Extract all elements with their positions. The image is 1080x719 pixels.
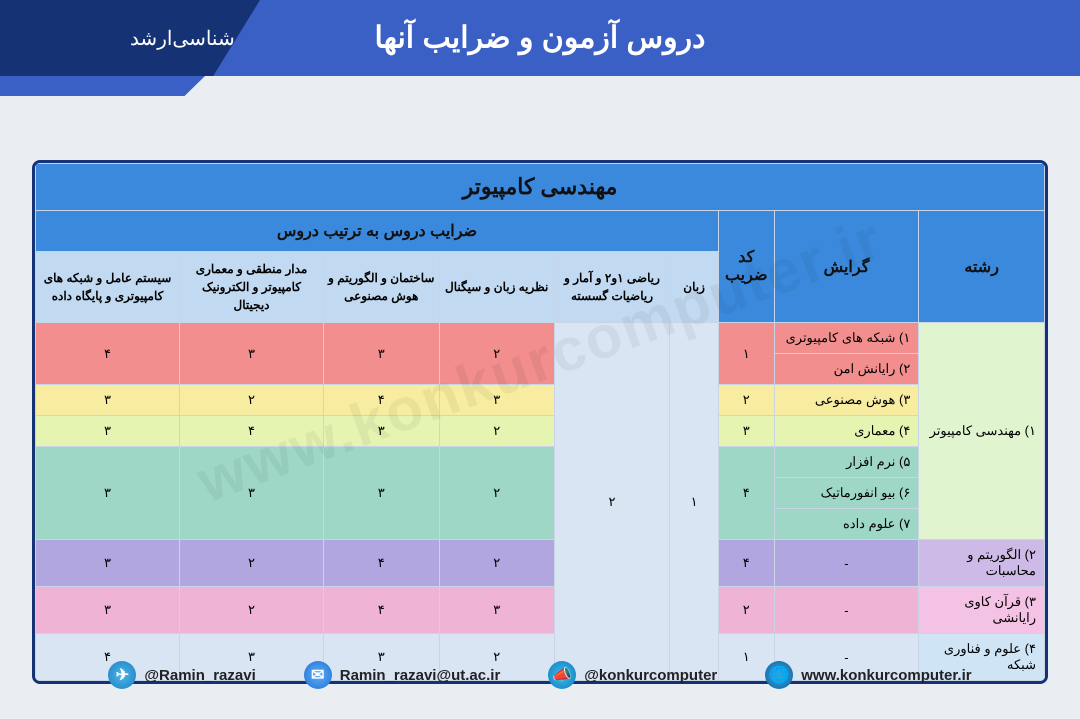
- footer-channel-label: @konkurcomputer: [584, 667, 717, 684]
- r5c6: ۳: [36, 447, 180, 540]
- cell-code-1: ۱: [718, 323, 774, 385]
- cell-branch-4: ۴) معماری: [774, 416, 919, 447]
- cell-code-5: ۴: [718, 447, 774, 540]
- r3c4: ۴: [323, 385, 439, 416]
- r4c6: ۳: [36, 416, 180, 447]
- cell-code-8: ۴: [718, 540, 774, 587]
- r3c5: ۲: [180, 385, 324, 416]
- cell-branch-6: ۶) بیو انفورماتیک: [774, 478, 919, 509]
- footer-channel[interactable]: 📣 @konkurcomputer: [548, 661, 717, 689]
- cell-code-9: ۲: [718, 587, 774, 634]
- header-corner-label: کارشناسی‌ارشد: [130, 26, 260, 51]
- r8c3: ۲: [439, 540, 554, 587]
- cell-branch-7: ۷) علوم داده: [774, 509, 919, 540]
- footer-telegram[interactable]: ✈ @Ramin_razavi: [108, 661, 255, 689]
- cell-zaban: ۱: [670, 323, 719, 681]
- r9c5: ۲: [180, 587, 324, 634]
- cell-code-4: ۳: [718, 416, 774, 447]
- cell-branch-8: -: [774, 540, 919, 587]
- r4c4: ۳: [323, 416, 439, 447]
- globe-icon: 🌐: [765, 661, 793, 689]
- r9c6: ۳: [36, 587, 180, 634]
- cell-branch-3: ۳) هوش مصنوعی: [774, 385, 919, 416]
- r5c3: ۲: [439, 447, 554, 540]
- r4c5: ۴: [180, 416, 324, 447]
- r8c6: ۳: [36, 540, 180, 587]
- r1c3: ۲: [439, 323, 554, 385]
- header-ribbon: [0, 76, 1080, 104]
- cell-riazi: ۲: [554, 323, 669, 681]
- cell-branch-1: ۱) شبکه های کامپیوتری: [774, 323, 919, 354]
- page-title: دروس آزمون و ضرایب آنها: [374, 21, 705, 56]
- footer-telegram-label: @Ramin_razavi: [144, 667, 255, 684]
- r5c5: ۳: [180, 447, 324, 540]
- th-c5: مدار منطقی و معماری کامپیوتر و الکترونیک…: [180, 252, 324, 323]
- cell-code-3: ۲: [718, 385, 774, 416]
- r9c3: ۳: [439, 587, 554, 634]
- th-coef: ضرایب دروس به ترتیب دروس: [36, 211, 719, 252]
- th-c2: ریاضی ۱و۲ و آمار و ریاضیات گسسته: [554, 252, 669, 323]
- header-banner: دروس آزمون و ضرایب آنها کارشناسی‌ارشد: [0, 0, 1080, 76]
- r9c4: ۴: [323, 587, 439, 634]
- cell-branch-2: ۲) رایانش امن: [774, 354, 919, 385]
- r8c4: ۴: [323, 540, 439, 587]
- mail-icon: ✉: [304, 661, 332, 689]
- footer-email-label: Ramin_razavi@ut.ac.ir: [340, 667, 501, 684]
- r1c6: ۴: [36, 323, 180, 385]
- th-c6: سیستم عامل و شبکه های کامپیوتری و پایگاه…: [36, 252, 180, 323]
- footer-website[interactable]: 🌐 www.konkurcomputer.ir: [765, 661, 971, 689]
- r1c4: ۳: [323, 323, 439, 385]
- th-branch: گرایش: [774, 211, 919, 323]
- cell-branch-9: -: [774, 587, 919, 634]
- r8c5: ۲: [180, 540, 324, 587]
- r4c3: ۲: [439, 416, 554, 447]
- table-title: مهندسی کامپیوتر: [36, 164, 1045, 211]
- r3c3: ۳: [439, 385, 554, 416]
- cell-field-1: ۱) مهندسی کامپیوتر: [919, 323, 1045, 540]
- footer: ✈ @Ramin_razavi ✉ Ramin_razavi@ut.ac.ir …: [0, 661, 1080, 689]
- cell-field-3: ۳) قرآن کاوی رایانشی: [919, 587, 1045, 634]
- r5c4: ۳: [323, 447, 439, 540]
- r3c6: ۳: [36, 385, 180, 416]
- cell-branch-5: ۵) نرم افزار: [774, 447, 919, 478]
- th-field: رشته: [919, 211, 1045, 323]
- th-c1: زبان: [670, 252, 719, 323]
- cell-field-2: ۲) الگوریتم و محاسبات: [919, 540, 1045, 587]
- header-corner: کارشناسی‌ارشد: [0, 0, 260, 76]
- megaphone-icon: 📣: [548, 661, 576, 689]
- r1c5: ۳: [180, 323, 324, 385]
- th-c4: ساختمان و الگوریتم و هوش مصنوعی: [323, 252, 439, 323]
- coefficients-table: مهندسی کامپیوتر رشته گرایش کد ضریب ضرایب…: [32, 160, 1048, 684]
- footer-website-label: www.konkurcomputer.ir: [801, 667, 971, 684]
- footer-email[interactable]: ✉ Ramin_razavi@ut.ac.ir: [304, 661, 501, 689]
- th-c3: نظریه زبان و سیگنال: [439, 252, 554, 323]
- telegram-icon: ✈: [108, 661, 136, 689]
- th-code: کد ضریب: [718, 211, 774, 323]
